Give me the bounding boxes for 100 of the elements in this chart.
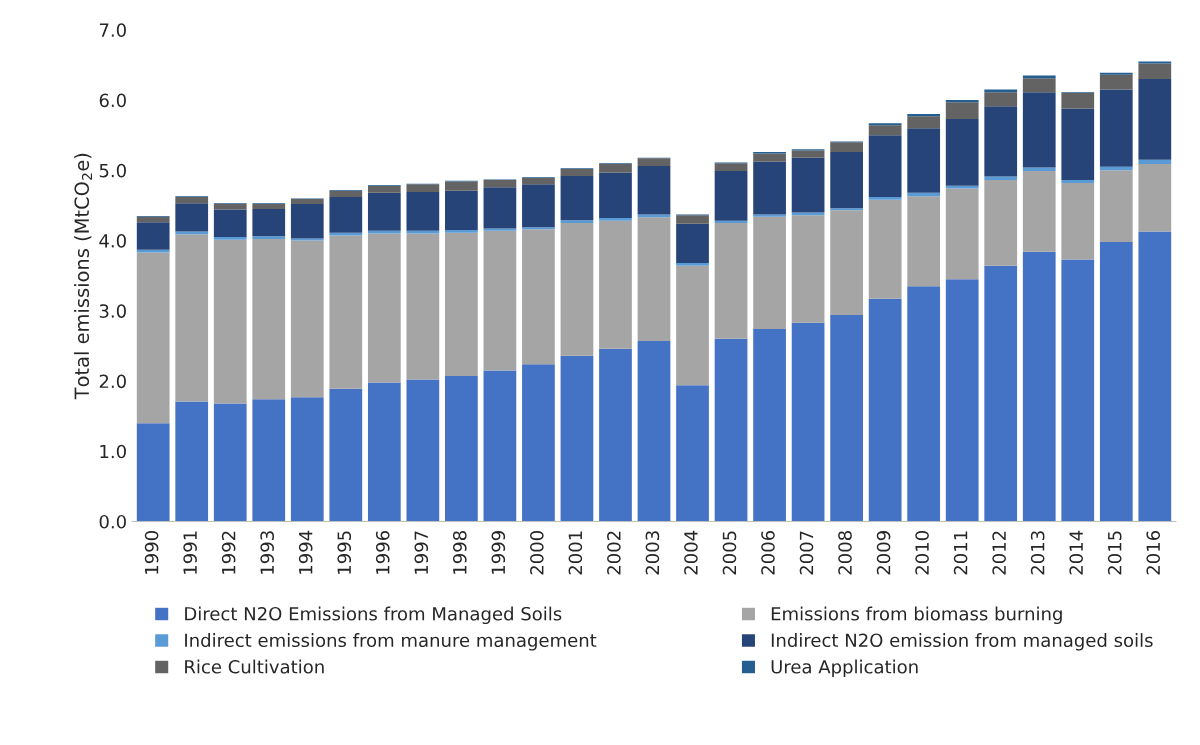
bar [945,100,979,103]
bar [714,222,748,339]
legend-label: Urea Application [771,659,918,678]
x-tick-label: 2010 [915,531,929,575]
bar [136,222,170,250]
y-tick-label: 6.0 [99,93,126,108]
bar [945,185,979,189]
bar [367,192,401,231]
x-tick-label: 2011 [953,531,968,575]
bar [560,175,594,221]
x-tick-label: 2015 [1107,531,1122,575]
bar [406,230,440,234]
bar [213,237,247,240]
x-tick-label: 2012 [992,531,1006,575]
bar [175,401,209,522]
bar [329,235,363,389]
bar [329,190,363,197]
bar [868,199,902,299]
x-tick-label: 1999 [491,531,506,574]
bar [676,223,709,264]
bar [406,233,440,380]
bar [1099,89,1133,167]
x-tick-label: 2004 [684,530,698,575]
bar [445,232,478,377]
bar [136,252,170,424]
bar [1099,170,1133,242]
bar [252,208,286,237]
bar [907,128,941,193]
bar [406,192,440,231]
bar [945,119,979,186]
bar [560,355,594,522]
bar [406,184,440,193]
bar [1061,180,1095,183]
bar [599,218,632,221]
x-tick-label: 1992 [221,531,236,574]
x-tick-label: 2009 [876,531,891,575]
x-tick-label: 2013 [1030,531,1045,575]
bar [213,239,247,404]
bar [560,222,594,356]
bar [945,102,979,120]
bar [945,188,979,280]
bar [1138,163,1172,232]
bar [213,209,247,238]
bar [290,238,324,241]
bar [714,170,748,221]
bar [1022,170,1056,252]
bar [522,184,555,228]
bar [984,265,1018,522]
x-tick-label: 1995 [337,531,352,574]
x-tick-label: 1998 [452,531,467,574]
bar [175,231,209,235]
bar [753,161,786,215]
bar [1022,251,1056,522]
bar [637,340,671,522]
bar [252,236,286,240]
bar [367,185,401,193]
bar [868,125,902,136]
y-tick-label: 2.0 [99,374,126,389]
bar [945,279,979,522]
x-tick-label: 1993 [260,531,274,574]
bar [753,329,786,522]
x-tick-label: 2006 [761,530,775,575]
x-tick-label: 1997 [414,531,429,574]
legend-label: Direct N2O Emissions from Managed Soils [185,606,562,625]
bar [637,166,671,215]
bar [984,106,1018,177]
bar [329,232,363,236]
bar [753,216,786,330]
x-tick-label: 2007 [799,531,814,575]
bar [329,388,363,522]
bar [791,322,825,522]
bar [676,215,709,224]
bar [522,178,555,185]
bar [753,214,786,217]
bar [445,229,478,233]
x-tick-label: 2003 [645,531,660,575]
bar [907,196,941,287]
x-tick-label: 2005 [722,531,737,575]
y-tick-label: 5.0 [99,163,126,178]
bar [175,196,209,204]
y-tick-label: 0.0 [99,514,126,529]
bar [175,234,209,402]
bar [483,370,517,522]
bar [791,157,825,213]
bar [1099,241,1133,522]
bar [290,204,324,239]
bar [676,263,709,266]
bar [522,229,555,365]
x-tick-label: 2016 [1146,530,1161,575]
bar [252,204,286,209]
bar [136,423,170,522]
bar [406,379,440,522]
x-tick-label: 2001 [568,531,583,575]
bar [1138,159,1172,164]
bar [868,298,902,522]
bar [483,228,517,231]
bar [1061,93,1095,109]
bar [907,286,941,522]
bar [791,212,825,216]
bar [1061,259,1095,522]
